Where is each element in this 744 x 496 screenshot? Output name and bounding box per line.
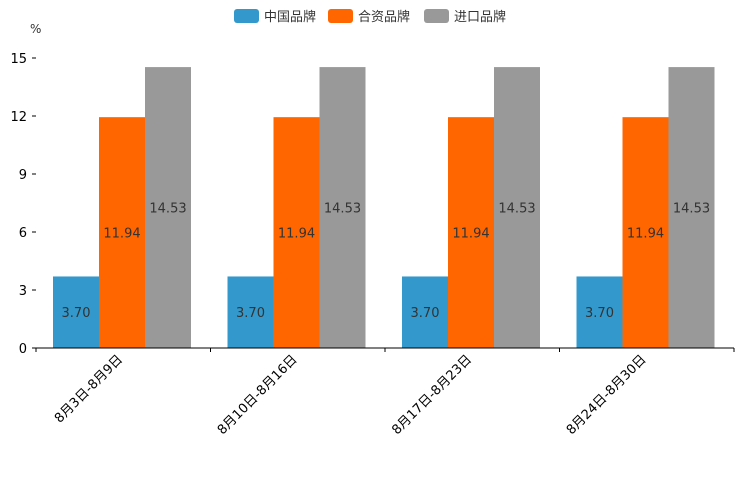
- bar-3-4[interactable]: [668, 67, 715, 348]
- y-tick-label: 6: [19, 226, 27, 241]
- data-label: 11.94: [627, 227, 664, 242]
- data-label: 14.53: [498, 202, 535, 217]
- x-category-label: 8月17日-8月23日: [389, 352, 475, 438]
- bars: [53, 67, 715, 348]
- data-label: 14.53: [149, 202, 186, 217]
- legend-label-3[interactable]: 进口品牌: [454, 9, 506, 25]
- x-axis: 8月3日-8月9日 8月10日-8月16日 8月17日-8月23日 8月24日-8月3…: [35, 347, 735, 438]
- bar-1-2[interactable]: [227, 276, 274, 348]
- data-label: 3.70: [585, 306, 614, 321]
- y-tick-label: 15: [10, 52, 27, 67]
- x-category-label: 8月10日-8月16日: [215, 352, 301, 438]
- legend-label-1[interactable]: 中国品牌: [264, 9, 316, 25]
- data-label: 11.94: [103, 227, 140, 242]
- bar-2-2[interactable]: [273, 117, 320, 348]
- data-label: 3.70: [62, 306, 91, 321]
- bar-3-1[interactable]: [145, 67, 191, 348]
- x-category-label: 8月24日-8月30日: [564, 352, 650, 438]
- data-label: 14.53: [324, 202, 361, 217]
- bar-2-3[interactable]: [448, 117, 494, 348]
- y-tick-label: 3: [19, 284, 27, 299]
- y-axis: 0 3 6 9 12 15: [10, 52, 36, 357]
- y-axis-unit-label: %: [30, 22, 41, 36]
- legend-swatch-2[interactable]: [328, 9, 353, 23]
- bar-1-4[interactable]: [576, 276, 623, 348]
- bar-2-4[interactable]: [622, 117, 669, 348]
- data-label: 3.70: [411, 306, 440, 321]
- bar-1-3[interactable]: [402, 276, 448, 348]
- x-category-label: 8月3日-8月9日: [52, 352, 126, 426]
- data-label: 14.53: [673, 202, 710, 217]
- legend: 中国品牌 合资品牌 进口品牌: [234, 9, 506, 25]
- bar-3-3[interactable]: [494, 67, 540, 348]
- y-tick-label: 0: [19, 342, 27, 357]
- bar-3-2[interactable]: [319, 67, 366, 348]
- legend-swatch-1[interactable]: [234, 9, 259, 23]
- bar-2-1[interactable]: [99, 117, 145, 348]
- y-tick-label: 9: [19, 168, 27, 183]
- y-tick-label: 12: [10, 110, 27, 125]
- data-label: 11.94: [452, 227, 489, 242]
- bar-1-1[interactable]: [53, 276, 99, 348]
- data-label: 11.94: [278, 227, 315, 242]
- data-label: 3.70: [236, 306, 265, 321]
- data-labels: 3.70 11.94 14.53 3.70 11.94 14.53 3.70 11.94 14.…: [62, 202, 711, 322]
- legend-swatch-3[interactable]: [424, 9, 449, 23]
- legend-label-2[interactable]: 合资品牌: [358, 9, 410, 25]
